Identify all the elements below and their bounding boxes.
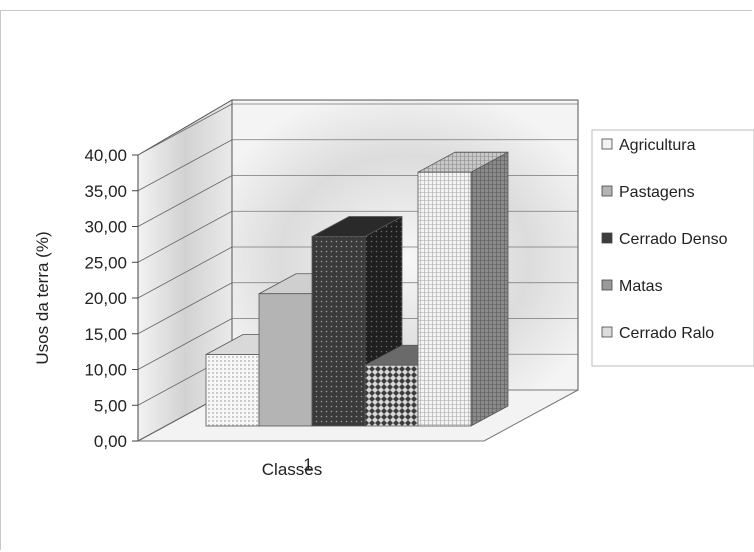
y-tick-label: 30,00 xyxy=(84,218,127,237)
legend-swatch xyxy=(601,326,613,338)
legend-label: Pastagens xyxy=(619,184,695,201)
bar-front xyxy=(205,354,260,427)
legend-swatch xyxy=(601,232,613,244)
legend-item: Pastagens xyxy=(601,184,695,201)
gridline-side xyxy=(137,282,233,335)
y-tick-label: 20,00 xyxy=(84,289,127,308)
legend-swatch xyxy=(601,138,613,150)
chart-frame xyxy=(0,10,752,550)
gridline-side xyxy=(137,103,233,156)
x-tick-label: 1 xyxy=(303,455,312,474)
gridline-side xyxy=(137,318,233,370)
legend-label: Cerrado Denso xyxy=(619,231,728,248)
legend-swatch xyxy=(601,185,613,197)
bars xyxy=(205,151,509,427)
bar-front xyxy=(258,293,313,427)
gridline-side xyxy=(137,139,233,192)
y-axis-title: Usos da terra (%) xyxy=(33,231,52,364)
y-tick-label: 40,00 xyxy=(84,146,127,165)
y-tick-label: 5,00 xyxy=(94,396,127,415)
legend-item: Agricultura xyxy=(601,137,696,154)
y-tick-label: 35,00 xyxy=(84,182,127,201)
legend-label: Matas xyxy=(619,278,663,295)
bar-front xyxy=(364,364,419,427)
legend: Agricultura Pastagens Cerrado Denso Matas Ce… xyxy=(591,129,754,367)
legend-box xyxy=(591,129,754,367)
x-axis-title: Classes xyxy=(262,460,322,479)
bar-side xyxy=(470,151,509,427)
y-tick-label: 0,00 xyxy=(94,432,127,451)
gridline-side xyxy=(137,246,233,299)
gridline-side xyxy=(137,210,233,263)
bar-front xyxy=(311,236,366,427)
legend-swatch xyxy=(601,279,613,291)
bar-cerrado-ralo xyxy=(417,151,509,427)
bar-front xyxy=(417,171,472,427)
legend-label: Agricultura xyxy=(619,137,696,154)
y-tick-label: 10,00 xyxy=(84,361,127,380)
legend-item: Cerrado Denso xyxy=(601,231,728,248)
legend-item: Cerrado Ralo xyxy=(601,325,714,342)
legend-label: Cerrado Ralo xyxy=(619,325,714,342)
legend-item: Matas xyxy=(601,278,663,295)
gridline-side xyxy=(137,175,233,227)
y-tick-labels: 0,00 5,00 10,00 15,00 20,00 25,00 30,00 35,00 40… xyxy=(84,146,127,451)
y-tick-label: 15,00 xyxy=(84,325,127,344)
y-tick-label: 25,00 xyxy=(84,253,127,272)
